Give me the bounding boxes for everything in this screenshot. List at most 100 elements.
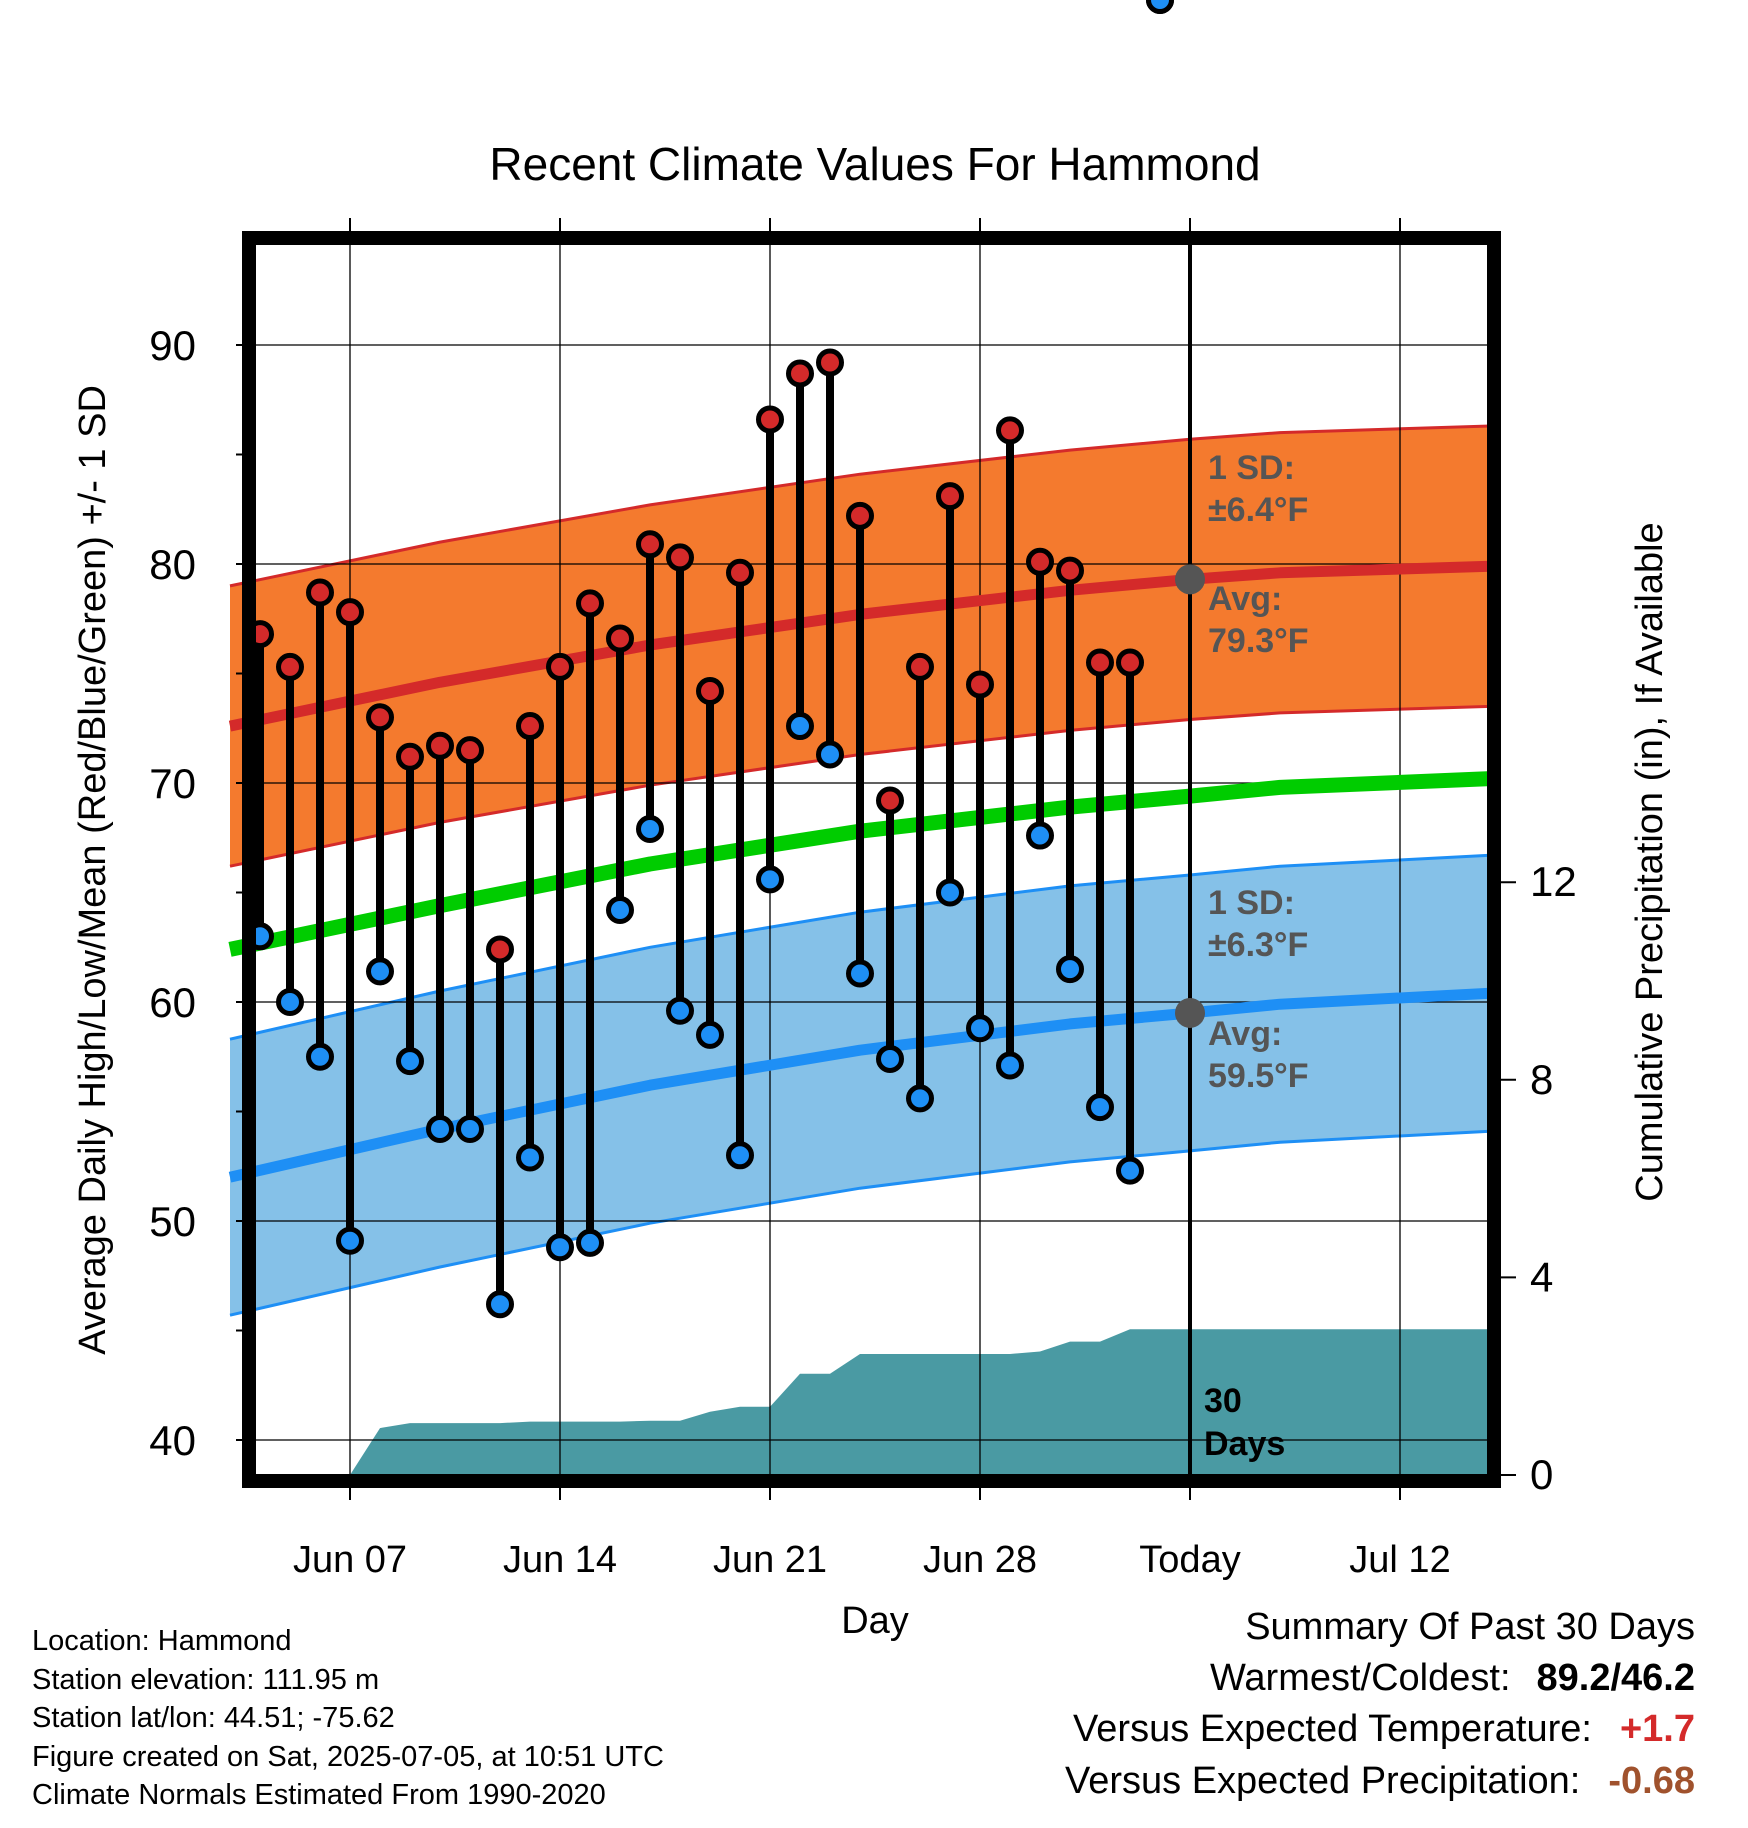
daily-low-point bbox=[846, 959, 874, 988]
y2-tick-label: 4 bbox=[1530, 1253, 1553, 1300]
y-tick-label: 40 bbox=[149, 1417, 196, 1464]
daily-high-point bbox=[996, 416, 1024, 445]
x-tick-label: Jun 28 bbox=[923, 1539, 1037, 1581]
high-sd-annotation: 1 SD: bbox=[1208, 449, 1295, 487]
high-avg-annotation: 79.3°F bbox=[1208, 622, 1309, 660]
x-tick-label: Jun 07 bbox=[293, 1539, 407, 1581]
daily-high-point bbox=[636, 530, 664, 559]
y-tick-label: 50 bbox=[149, 1198, 196, 1245]
summary-title: Summary Of Past 30 Days bbox=[1245, 1606, 1695, 1648]
y2-tick-label: 8 bbox=[1530, 1056, 1553, 1103]
low-avg-annotation: Avg: bbox=[1208, 1015, 1282, 1053]
y-tick-label: 60 bbox=[149, 979, 196, 1026]
y-tick-label: 70 bbox=[149, 760, 196, 807]
high-avg-annotation: Avg: bbox=[1208, 580, 1282, 618]
y-tick-label: 90 bbox=[149, 322, 196, 369]
high-sd-band-lower-edge bbox=[229, 704, 1491, 868]
footer-normals: Climate Normals Estimated From 1990-2020 bbox=[32, 1779, 606, 1811]
daily-low-point bbox=[306, 1042, 334, 1071]
daily-low-point bbox=[636, 814, 664, 843]
summary-precip: Versus Expected Precipitation: -0.68 bbox=[1065, 1760, 1695, 1803]
normal-high-line bbox=[228, 560, 1491, 732]
footer-elevation: Station elevation: 111.95 m bbox=[32, 1663, 380, 1696]
normal-mean-line bbox=[228, 771, 1491, 957]
daily-high-point bbox=[696, 677, 724, 706]
daily-low-point bbox=[1146, 0, 1174, 14]
daily-low-point bbox=[426, 1115, 454, 1144]
footer-location: Location: Hammond bbox=[32, 1625, 292, 1657]
low-avg-annotation: 59.5°F bbox=[1208, 1057, 1309, 1095]
daily-low-point bbox=[1116, 1156, 1144, 1185]
daily-high-point bbox=[306, 578, 334, 607]
y2-axis-label: Cumulative Precipitation (in), If Availa… bbox=[1629, 522, 1671, 1201]
daily-low-point bbox=[336, 1226, 364, 1255]
daily-low-point bbox=[786, 712, 814, 741]
y-tick-label: 80 bbox=[149, 541, 196, 588]
daily-low-point bbox=[576, 1228, 604, 1257]
y2-tick-label: 0 bbox=[1530, 1451, 1553, 1498]
daily-high-point bbox=[936, 482, 964, 511]
y2-tick-label: 12 bbox=[1530, 858, 1577, 905]
daily-low-point bbox=[996, 1051, 1024, 1080]
daily-high-point bbox=[876, 786, 904, 815]
daily-high-point bbox=[486, 935, 514, 964]
daily-high-point bbox=[756, 405, 784, 434]
daily-low-point bbox=[696, 1020, 724, 1049]
daily-low-point bbox=[966, 1014, 994, 1043]
low-sd-band-lower-edge bbox=[229, 1129, 1491, 1317]
daily-low-point bbox=[816, 740, 844, 769]
precip-label: Versus Expected Precipitation: bbox=[1064, 1760, 1581, 1802]
footer-latlon: Station lat/lon: 44.51; -75.62 bbox=[32, 1702, 395, 1734]
low-sd-annotation: ±6.3°F bbox=[1208, 926, 1308, 964]
x-tick-label: Today bbox=[1139, 1539, 1240, 1581]
station-info: Location: Hammond Station elevation: 111… bbox=[32, 1622, 664, 1815]
daily-low-point bbox=[606, 896, 634, 925]
days-count-label: 30 bbox=[1204, 1382, 1242, 1420]
today-low-avg-marker bbox=[1175, 997, 1205, 1028]
summary-temp: Versus Expected Temperature: +1.7 bbox=[1073, 1708, 1695, 1751]
daily-high-point bbox=[606, 624, 634, 653]
chart-title: Recent Climate Values For Hammond bbox=[489, 138, 1260, 190]
daily-low-point bbox=[516, 1143, 544, 1172]
footer-created: Figure created on Sat, 2025-07-05, at 10… bbox=[32, 1740, 664, 1773]
daily-low-point bbox=[546, 1233, 574, 1262]
warm-cold-label: Warmest/Coldest: bbox=[1209, 1657, 1511, 1699]
daily-low-point bbox=[666, 996, 694, 1025]
daily-low-point bbox=[486, 1290, 514, 1319]
daily-low-point bbox=[456, 1115, 484, 1144]
daily-low-point bbox=[396, 1047, 424, 1076]
daily-low-point bbox=[276, 988, 304, 1016]
daily-high-point bbox=[1116, 648, 1144, 677]
high-sd-annotation: ±6.4°F bbox=[1208, 491, 1308, 529]
daily-high-point bbox=[846, 501, 874, 530]
x-tick-label: Jul 12 bbox=[1349, 1539, 1450, 1581]
precip-value: -0.68 bbox=[1608, 1760, 1695, 1802]
cumulative-precip-area bbox=[350, 1329, 1488, 1475]
low-sd-band-upper-edge bbox=[229, 853, 1491, 1041]
plot-frame bbox=[242, 231, 1501, 1488]
daily-low-point bbox=[1056, 955, 1084, 984]
summary-warm-cold: Warmest/Coldest: 89.2/46.2 bbox=[1210, 1657, 1695, 1700]
daily-high-point bbox=[726, 558, 754, 587]
daily-low-point bbox=[906, 1084, 934, 1113]
daily-high-point bbox=[666, 543, 694, 572]
daily-high-point bbox=[336, 598, 364, 627]
temp-label: Versus Expected Temperature: bbox=[1073, 1708, 1592, 1750]
daily-low-point bbox=[726, 1141, 754, 1170]
daily-high-point bbox=[1056, 556, 1084, 585]
daily-low-point bbox=[876, 1044, 904, 1073]
daily-high-point bbox=[516, 712, 544, 741]
days-count-label: Days bbox=[1204, 1425, 1285, 1463]
daily-high-point bbox=[366, 703, 394, 732]
warm-cold-value: 89.2/46.2 bbox=[1536, 1657, 1695, 1699]
low-sd-annotation: 1 SD: bbox=[1208, 884, 1295, 922]
today-high-avg-marker bbox=[1175, 564, 1205, 595]
daily-high-point bbox=[1086, 648, 1114, 677]
daily-high-point bbox=[966, 670, 994, 699]
daily-low-point bbox=[1086, 1093, 1114, 1122]
daily-low-point bbox=[366, 957, 394, 986]
x-tick-label: Jun 14 bbox=[503, 1539, 617, 1581]
daily-low-point bbox=[1026, 821, 1054, 850]
daily-high-point bbox=[786, 359, 814, 388]
x-axis-label: Day bbox=[841, 1600, 909, 1642]
